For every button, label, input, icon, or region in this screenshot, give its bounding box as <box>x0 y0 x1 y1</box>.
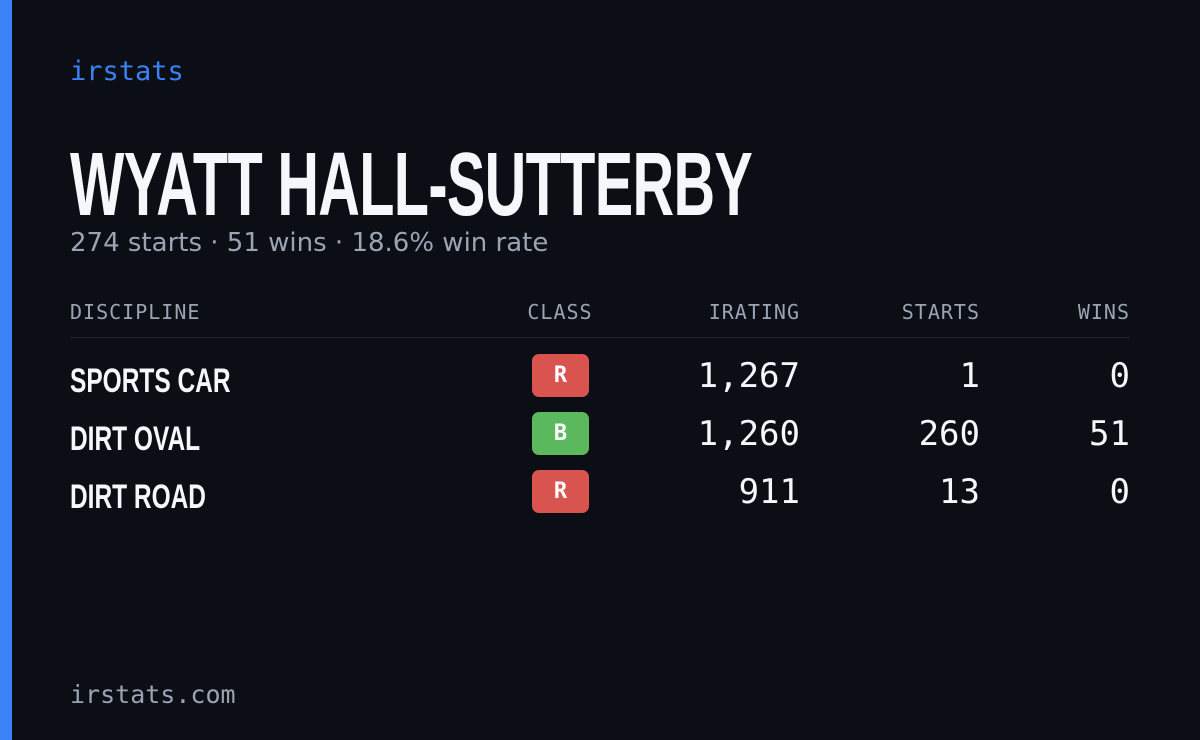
irating: 1,260 <box>697 414 800 454</box>
wins-header: WINS <box>1077 300 1130 324</box>
class-badge: R <box>532 470 589 513</box>
discipline: SPORTS CAR <box>70 362 231 400</box>
summary: 274 starts · 51 wins · 18.6% win rate <box>70 228 549 258</box>
brand: irstats <box>70 56 184 87</box>
starts: 13 <box>939 472 980 512</box>
irating-header: IRATING <box>708 300 800 324</box>
wins: 0 <box>1109 472 1130 512</box>
header-rule <box>70 337 1130 338</box>
irating: 911 <box>738 472 800 512</box>
starts: 1 <box>959 356 980 396</box>
starts-header: STARTS <box>901 300 980 324</box>
starts: 260 <box>918 414 980 454</box>
footer: irstats.com <box>70 680 236 709</box>
discipline: DIRT ROAD <box>70 478 207 516</box>
discipline: DIRT OVAL <box>70 420 201 458</box>
class-badge: R <box>532 354 589 397</box>
class-badge: B <box>532 412 589 455</box>
class-header: CLASS <box>527 300 593 324</box>
irating: 1,267 <box>697 356 800 396</box>
wins: 51 <box>1089 414 1130 454</box>
wins: 0 <box>1109 356 1130 396</box>
discipline-header: DISCIPLINE <box>70 300 201 324</box>
accent-bar <box>0 0 12 740</box>
driver-name: WYATT HALL-SUTTERBY <box>70 135 753 235</box>
